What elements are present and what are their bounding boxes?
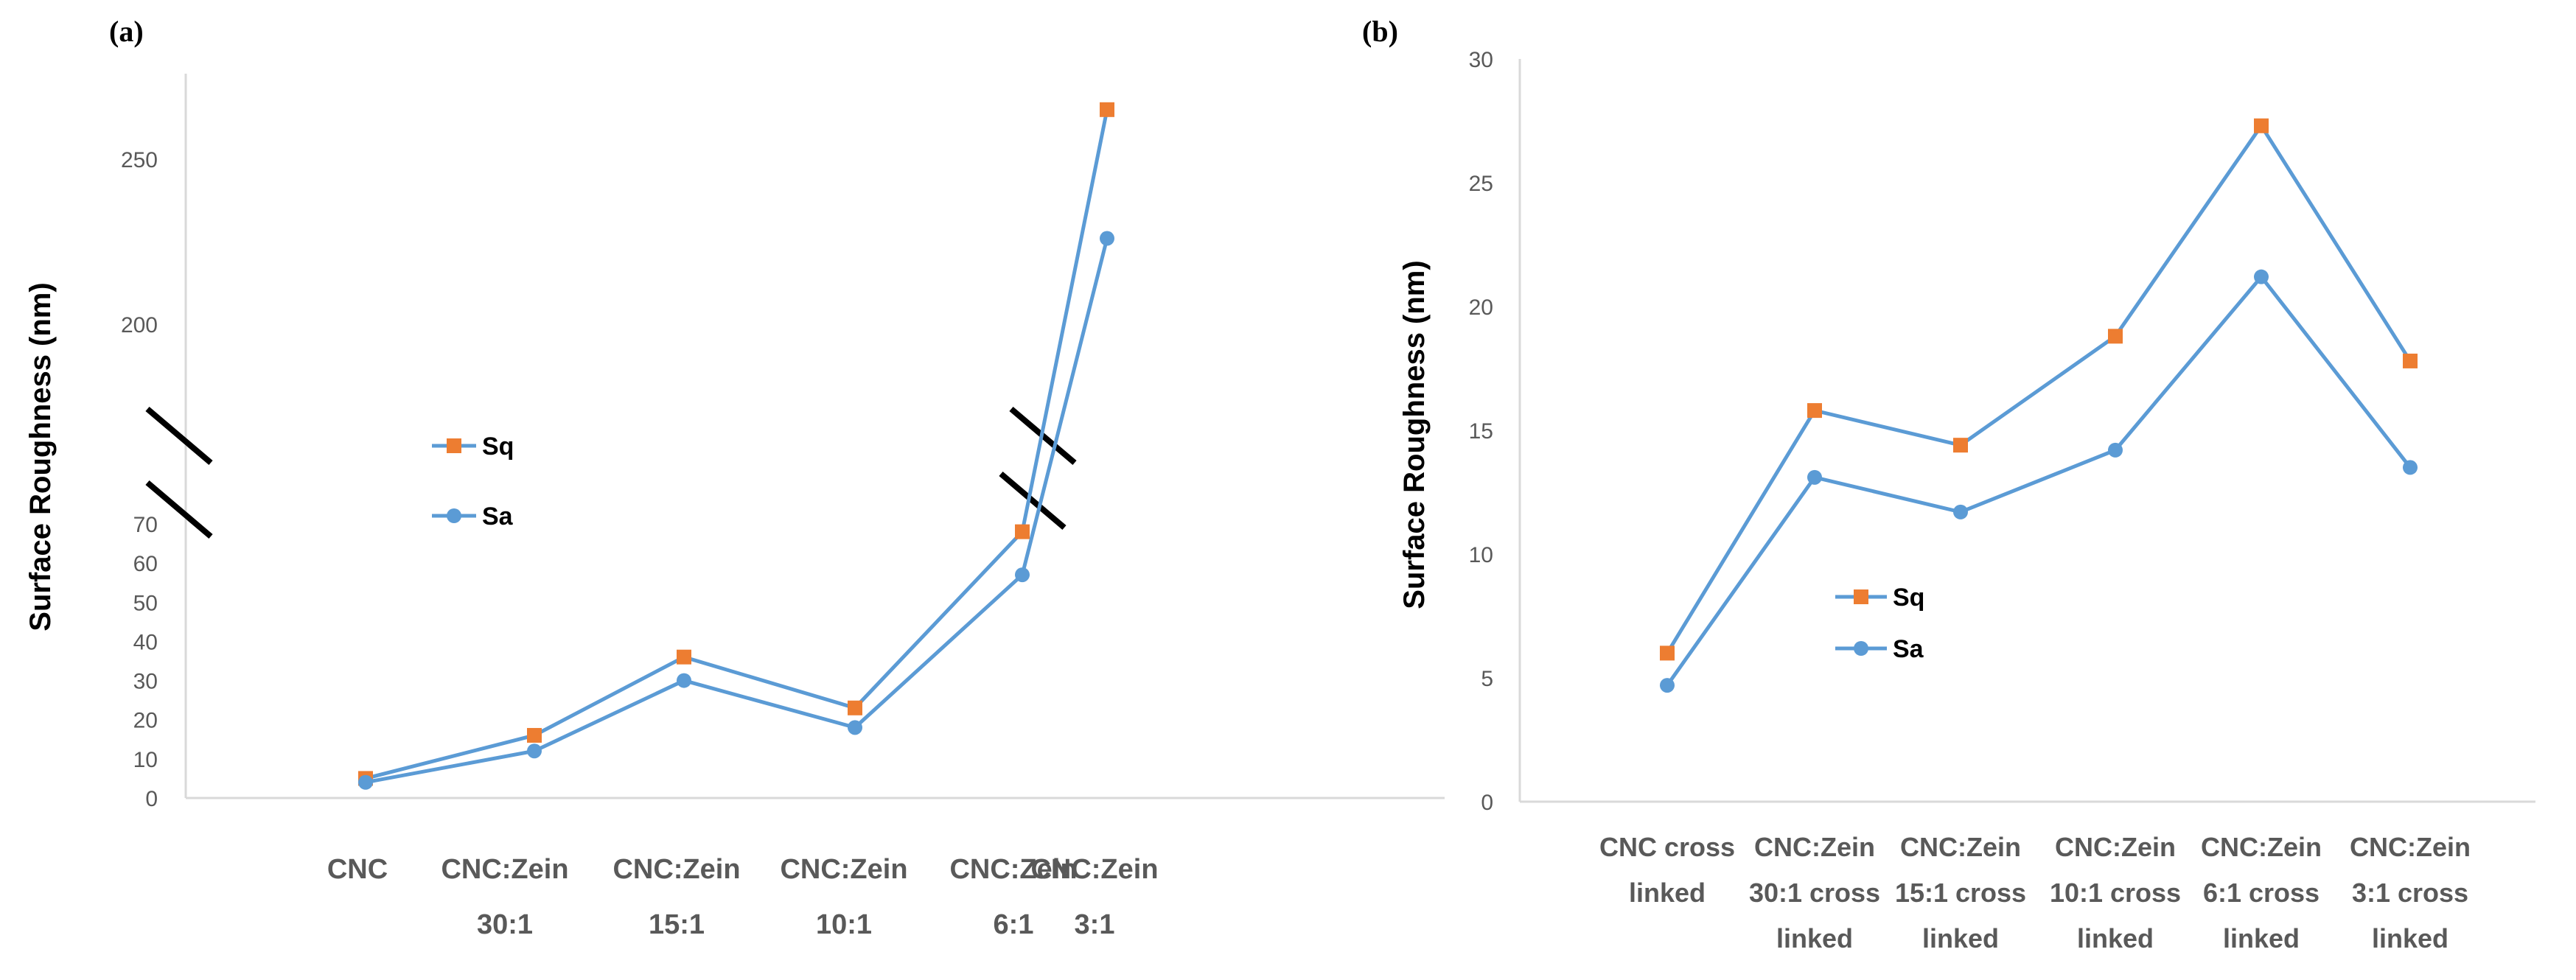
panel-b-point-sa — [2108, 442, 2123, 458]
panel-b-category-label: CNC:Zein — [2055, 832, 2176, 862]
panel-b-category-label: CNC cross — [1599, 832, 1735, 862]
panel-b-point-sa — [2403, 460, 2418, 475]
panel-a-ytick-label: 10 — [133, 748, 158, 772]
panel-b-category-label: CNC:Zein — [1754, 832, 1875, 862]
panel-b-category-label: linked — [1629, 878, 1706, 908]
panel-a-point-sq — [1015, 524, 1030, 539]
panel-a-point-sa — [677, 673, 691, 688]
panel-a-point-sa — [1100, 231, 1114, 246]
panel-a-axis-break-mark — [145, 480, 213, 539]
panel-b-legend-marker — [1854, 589, 1868, 604]
panel-b-point-sq — [1953, 438, 1968, 453]
panel-b-category-label: 3:1 cross — [2352, 878, 2468, 908]
panel-b-ytick-label: 0 — [1481, 791, 1493, 815]
panel-a-ytick-label: 40 — [133, 630, 158, 654]
panel-a-legend-marker — [447, 438, 461, 453]
panel-b-point-sq — [1660, 645, 1675, 661]
panel-b-series-line-sq — [1665, 122, 2412, 654]
panel-a-axis-break-mark — [145, 406, 213, 466]
panel-a-ytick-label: 250 — [121, 148, 158, 172]
panel-b-series-line-sa — [1665, 273, 2412, 687]
panel-a-series-line-sq — [365, 109, 1109, 780]
panel-b-ytick-label: 30 — [1469, 48, 1493, 72]
panel-a-category-label: 3:1 — [1075, 909, 1115, 940]
panel-b-point-sq — [2254, 118, 2269, 133]
panel-b-category-label: CNC:Zein — [2350, 832, 2471, 862]
panel-a-point-sa — [1015, 567, 1030, 583]
panel-b-ytick-label: 15 — [1469, 419, 1493, 444]
panel-a-point-sq — [1100, 102, 1114, 117]
panel-b-category-label: 10:1 cross — [2050, 878, 2181, 908]
panel-a-point-sa — [848, 720, 862, 735]
panel-b-ytick-label: 5 — [1481, 667, 1493, 691]
panel-a-point-sa — [358, 774, 373, 790]
panel-b-ytick-label: 25 — [1469, 172, 1493, 196]
panel-b-category-label: linked — [2372, 923, 2448, 953]
panel-a-category-label: CNC:Zein — [780, 854, 907, 885]
panel-a-point-sq — [848, 700, 862, 715]
panel-b-category-label: linked — [1776, 923, 1853, 953]
panel-b-legend-marker — [1854, 641, 1868, 656]
panel-a-ylabel: Surface Roughness (nm) — [24, 282, 57, 631]
panel-b-ytick-label: 10 — [1469, 543, 1493, 567]
panel-a-legend-label: Sq — [482, 433, 514, 461]
panel-b-category-label: linked — [2077, 923, 2154, 953]
panel-a-point-sa — [527, 743, 542, 759]
panel-b-category-label: linked — [1922, 923, 1999, 953]
panel-b-point-sq — [1807, 403, 1822, 419]
panel-b-category-label: linked — [2223, 923, 2300, 953]
panel-b-chart: 0 5 10 15 20 25 30 CNC cross linked CNC:Zein 30:1 … — [1469, 48, 2535, 953]
panel-a-ytick-label: 30 — [133, 670, 158, 694]
panel-a-point-sq — [527, 727, 542, 743]
panel-a-ytick-label: 0 — [145, 787, 158, 811]
panel-b-ylabel: Surface Roughness (nm) — [1398, 260, 1431, 609]
panel-b-category-label: 6:1 cross — [2203, 878, 2320, 908]
panel-b-category-label: CNC:Zein — [1900, 832, 2021, 862]
panel-b-category-label: 15:1 cross — [1895, 878, 2026, 908]
panel-b-label: (b) — [1362, 15, 1398, 48]
panel-a-ytick-label: 60 — [133, 552, 158, 576]
panel-a-category-label: CNC:Zein — [612, 854, 740, 885]
panel-a-legend-marker — [447, 508, 461, 523]
panel-a-legend-label: Sa — [482, 503, 514, 531]
panel-a-category-label: CNC:Zein — [441, 854, 568, 885]
panel-a-category-label: CNC — [327, 854, 388, 885]
panel-a-ytick-label: 200 — [121, 313, 158, 337]
panel-a-chart: 0 10 20 30 40 50 60 70 200 250 CNC CNC:Zein 30:1 CNC:… — [121, 74, 1445, 940]
panel-b-category-label: 30:1 cross — [1749, 878, 1880, 908]
panel-b-point-sa — [1660, 678, 1675, 693]
panel-a-category-label: 10:1 — [816, 909, 872, 940]
panel-a-ytick-label: 20 — [133, 709, 158, 733]
panel-a-category-label: 15:1 — [649, 909, 705, 940]
panel-b-category-label: CNC:Zein — [2201, 832, 2322, 862]
panel-b-point-sq — [2403, 353, 2418, 368]
panel-a-point-sq — [677, 649, 691, 665]
panel-b-point-sa — [2254, 269, 2269, 284]
panel-a-category-label: CNC:Zein — [949, 854, 1077, 885]
panel-b-ytick-label: 20 — [1469, 295, 1493, 320]
panel-a-category-label: 6:1 — [994, 909, 1034, 940]
panel-b-legend-label: Sa — [1893, 635, 1924, 663]
panel-a-series-line-sa — [365, 237, 1109, 785]
panel-a-label: (a) — [109, 15, 144, 48]
panel-a-series-break-mark — [999, 471, 1067, 531]
panel-a-ytick-label: 50 — [133, 591, 158, 615]
panel-b-point-sa — [1953, 504, 1968, 519]
panel-a-category-label: 30:1 — [477, 909, 533, 940]
panel-a-category-label: CNC:Zein — [1030, 854, 1158, 885]
panel-b-point-sq — [2108, 329, 2123, 344]
panel-a-ytick-label: 70 — [133, 513, 158, 537]
panel-b-legend-label: Sq — [1893, 584, 1924, 612]
panel-b-point-sa — [1807, 469, 1822, 485]
